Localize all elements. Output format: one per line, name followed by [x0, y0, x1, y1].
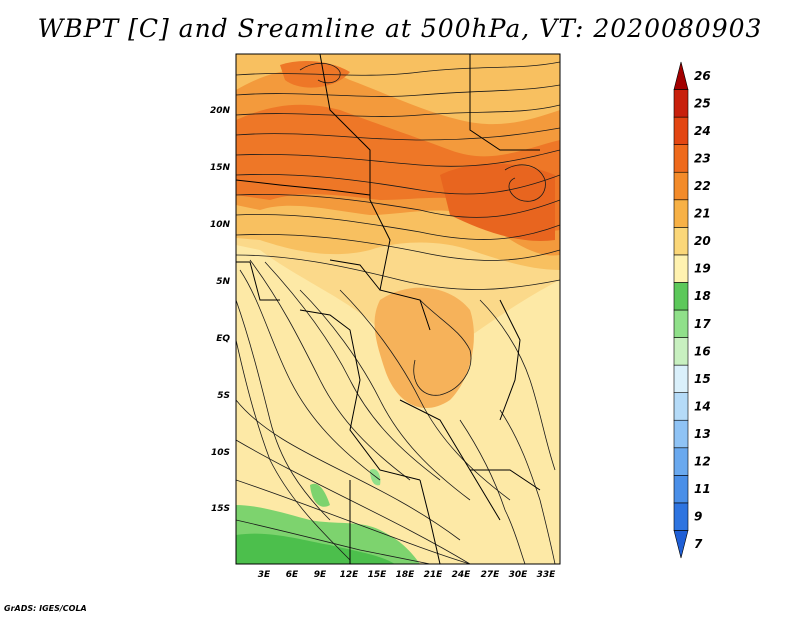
colorbar-label: 25 [694, 96, 711, 110]
colorbar-swatch [673, 364, 689, 393]
colorbar-swatch [673, 89, 689, 118]
colorbar-swatch [673, 254, 689, 283]
colorbar-label: 19 [694, 262, 711, 276]
colorbar-label: 14 [694, 399, 711, 413]
colorbar-label: 18 [694, 289, 711, 303]
colorbar-swatch [673, 309, 689, 338]
lon-label: 24E [452, 570, 472, 580]
wbpt-fill [236, 54, 560, 564]
chart-title: WBPT [C] and Sreamline at 500hPa, VT: 20… [37, 14, 763, 43]
colorbar-label: 26 [694, 69, 711, 83]
colorbar-label: 21 [694, 207, 711, 221]
colorbar-label: 23 [694, 151, 711, 165]
lat-label: 5S [217, 391, 230, 401]
colorbar: 7 9 11 12 13 14 15 16 17 18 19 20 21 22 23 24 25 26 [673, 61, 711, 559]
colorbar-swatch [673, 61, 689, 90]
colorbar-label: 9 [694, 510, 702, 524]
colorbar-label: 12 [694, 455, 711, 469]
colorbar-swatch [673, 282, 689, 311]
lon-label: 12E [340, 570, 360, 580]
longitude-axis: 3E 6E 9E 12E 15E 18E 21E 24E 27E 30E 33E [258, 570, 556, 580]
lon-label: 18E [396, 570, 416, 580]
lat-label: 15S [211, 504, 230, 514]
colorbar-swatch [673, 530, 689, 559]
colorbar-swatch [673, 116, 689, 145]
lon-label: 27E [481, 570, 501, 580]
lat-label: 10S [211, 448, 230, 458]
lon-label: 6E [286, 570, 299, 580]
lon-label: 30E [509, 570, 529, 580]
colorbar-label: 20 [694, 234, 711, 248]
lon-label: 33E [537, 570, 557, 580]
colorbar-swatch [673, 144, 689, 173]
colorbar-label: 7 [694, 537, 703, 551]
colorbar-label: 24 [694, 124, 711, 138]
colorbar-label: 17 [694, 317, 711, 331]
colorbar-swatch [673, 475, 689, 504]
grads-credit: GrADS: IGES/COLA [4, 604, 87, 613]
colorbar-swatch [673, 171, 689, 201]
colorbar-swatch [673, 392, 689, 421]
map-frame [235, 53, 561, 565]
latitude-axis: 20N 15N 10N 5N EQ 5S 10S 15S [210, 106, 231, 514]
colorbar-swatch [673, 419, 689, 449]
colorbar-label: 22 [694, 179, 711, 193]
colorbar-label: 13 [694, 427, 711, 441]
colorbar-label: 11 [694, 482, 711, 496]
colorbar-swatch [673, 227, 689, 256]
streamlines [236, 61, 560, 564]
colorbar-label: 16 [694, 344, 711, 358]
lat-label: 5N [216, 277, 230, 287]
lon-label: 15E [368, 570, 388, 580]
lat-label: 15N [210, 163, 231, 173]
country-borders [236, 54, 541, 564]
lon-label: 21E [424, 570, 444, 580]
lat-label: 20N [210, 106, 231, 116]
colorbar-label: 15 [694, 372, 711, 386]
colorbar-swatch [673, 502, 689, 531]
colorbar-swatch [673, 447, 689, 476]
lat-label: 10N [210, 220, 231, 230]
colorbar-swatch [673, 199, 689, 228]
colorbar-swatch [673, 337, 689, 366]
lon-label: 3E [258, 570, 271, 580]
lat-label: EQ [216, 334, 230, 344]
lon-label: 9E [314, 570, 327, 580]
